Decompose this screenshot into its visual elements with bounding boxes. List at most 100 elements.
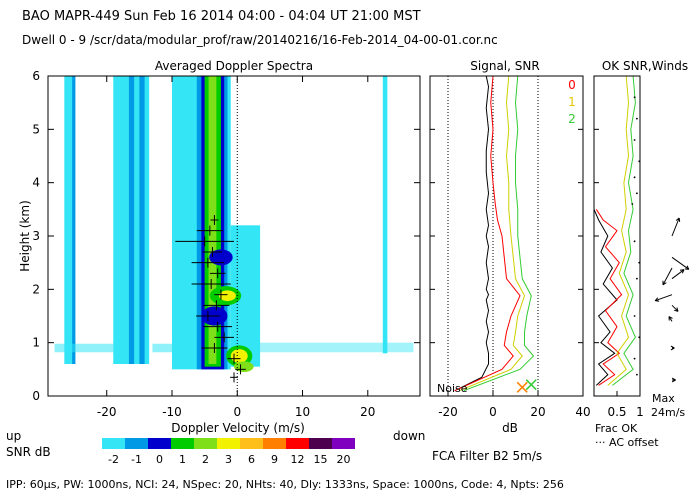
okfrac-note-ac-offset: ··· AC offset — [595, 436, 659, 449]
footer-params: IPP: 60μs, PW: 1000ns, NCI: 24, NSpec: 2… — [6, 478, 564, 491]
header-line1: BAO MAPR-449 Sun Feb 16 2014 04:00 - 04:… — [22, 9, 421, 24]
spectra-y-tick-label: 6 — [32, 69, 40, 83]
ac-offset-dot — [633, 240, 636, 243]
ac-offset-dot — [636, 373, 638, 376]
signal-series-signal — [454, 75, 490, 392]
wind-vector-head — [670, 345, 675, 349]
ac-offset-dot — [636, 192, 638, 195]
colorbar-swatch — [309, 438, 332, 449]
wind-vector — [671, 304, 679, 312]
ac-offset-dot — [636, 117, 638, 120]
spectra-title: Averaged Doppler Spectra — [155, 59, 313, 73]
spectra-band — [139, 76, 145, 364]
colorbar-tick-label: 20 — [337, 453, 351, 466]
colorbar-swatch — [240, 438, 263, 449]
colorbar-swatch — [194, 438, 217, 449]
wind-vector — [671, 269, 685, 280]
spectra-noise-strip — [152, 343, 172, 353]
okfrac-frame — [593, 75, 641, 397]
spectra-y-tick-label: 0 — [32, 389, 40, 403]
wind-vector — [671, 217, 680, 237]
wind-vector — [662, 267, 673, 286]
ac-offset-dot — [633, 315, 636, 317]
spectra-y-tick-label: 2 — [32, 282, 40, 296]
okfrac-series-frac_red — [595, 209, 623, 386]
spectra-band — [382, 76, 388, 354]
wind-vector-head — [662, 282, 667, 286]
wind-max-label: Max — [652, 392, 675, 405]
okfrac-x-tick-label: 1 — [636, 405, 644, 419]
spectra-peak-blob — [209, 249, 233, 266]
ac-offset-dot — [633, 357, 636, 360]
wind-vector-head — [668, 316, 673, 319]
spectra-x-tick-label: 0 — [233, 405, 241, 419]
ac-offset-dot — [636, 277, 638, 280]
spectra-peak-blob — [218, 290, 236, 302]
okfrac-legend-label: 0 — [568, 78, 576, 92]
colorbar-swatch — [332, 438, 355, 449]
colorbar-swatch — [217, 438, 240, 449]
signal-noise-annotation: Noise — [437, 382, 468, 395]
spectra-x-tick-label: 10 — [295, 405, 310, 419]
header-line2: Dwell 0 - 9 /scr/data/modular_prof/raw/2… — [22, 33, 498, 47]
colorbar-swatch — [102, 438, 125, 449]
colorbar-tick-label: 9 — [271, 453, 278, 466]
wind-vector-head — [675, 217, 680, 221]
wind-vector — [671, 256, 690, 270]
signal-series-snr_2 — [463, 75, 535, 392]
spectra-noise-strip — [260, 342, 414, 353]
wind-vector-head — [674, 309, 679, 312]
footer-down-label: down — [393, 429, 425, 443]
colorbar-tick-label: 3 — [225, 453, 232, 466]
colorbar-swatch — [148, 438, 171, 449]
spectra-x-tick-label: 20 — [360, 405, 375, 419]
spectra-band — [64, 76, 73, 364]
ac-offset-dot — [633, 176, 636, 179]
colorbar-swatch — [125, 438, 148, 449]
colorbar-tick-label: -1 — [131, 453, 142, 466]
okfrac-series-frac_yellow — [607, 75, 630, 386]
spectra-y-tick-label: 5 — [32, 122, 40, 136]
colorbar-tick-label: 12 — [291, 453, 305, 466]
colorbar-swatch — [171, 438, 194, 449]
colorbar-swatch — [263, 438, 286, 449]
wind-vector-head — [671, 379, 676, 383]
okfrac-note-frac-ok: Frac OK — [595, 422, 638, 435]
okfrac-legend-label: 2 — [568, 112, 576, 126]
spectra-y-tick-label: 4 — [32, 176, 40, 190]
signal-x-tick-label: -20 — [438, 405, 458, 419]
footer-up-label: up — [6, 429, 21, 443]
spectra-y-tick-label: 3 — [32, 229, 40, 243]
colorbar-tick-label: 6 — [248, 453, 255, 466]
colorbar-tick-label: 0 — [156, 453, 163, 466]
okfrac-series-frac_green — [612, 75, 636, 386]
ac-offset-dot — [631, 203, 634, 205]
signal-x-tick-label: 40 — [575, 405, 590, 419]
wind-vector-head — [671, 377, 676, 381]
wind-vector — [655, 294, 673, 302]
spectra-peak-blob — [230, 349, 248, 363]
wind-vector-head — [655, 300, 660, 302]
okfrac-title: OK SNR,Winds — [602, 59, 688, 73]
colorbar-tick-label: 15 — [314, 453, 328, 466]
signal-title: Signal, SNR — [470, 59, 539, 73]
signal-series-snr_0 — [454, 75, 521, 392]
signal-x-marker — [516, 381, 528, 393]
wind-vector-head — [676, 307, 679, 312]
colorbar-title: SNR dB — [6, 445, 51, 459]
signal-x-marker — [525, 379, 537, 391]
wind-vector-head — [686, 265, 690, 270]
spectra-y-tick-label: 1 — [32, 336, 40, 350]
ac-offset-dot — [633, 96, 636, 99]
spectra-band — [128, 76, 135, 364]
wind-vector-head — [679, 269, 685, 271]
spectra-x-tick-label: -10 — [162, 405, 182, 419]
okfrac-legend-label: 1 — [568, 95, 576, 109]
signal-x-tick-label: 0 — [489, 405, 497, 419]
spectra-band — [72, 76, 76, 364]
signal-x-tick-label: 20 — [530, 405, 545, 419]
spectra-y-label: Height (km) — [18, 200, 32, 271]
signal-x-label: dB — [502, 421, 518, 435]
signal-series-snr_1 — [459, 75, 526, 392]
